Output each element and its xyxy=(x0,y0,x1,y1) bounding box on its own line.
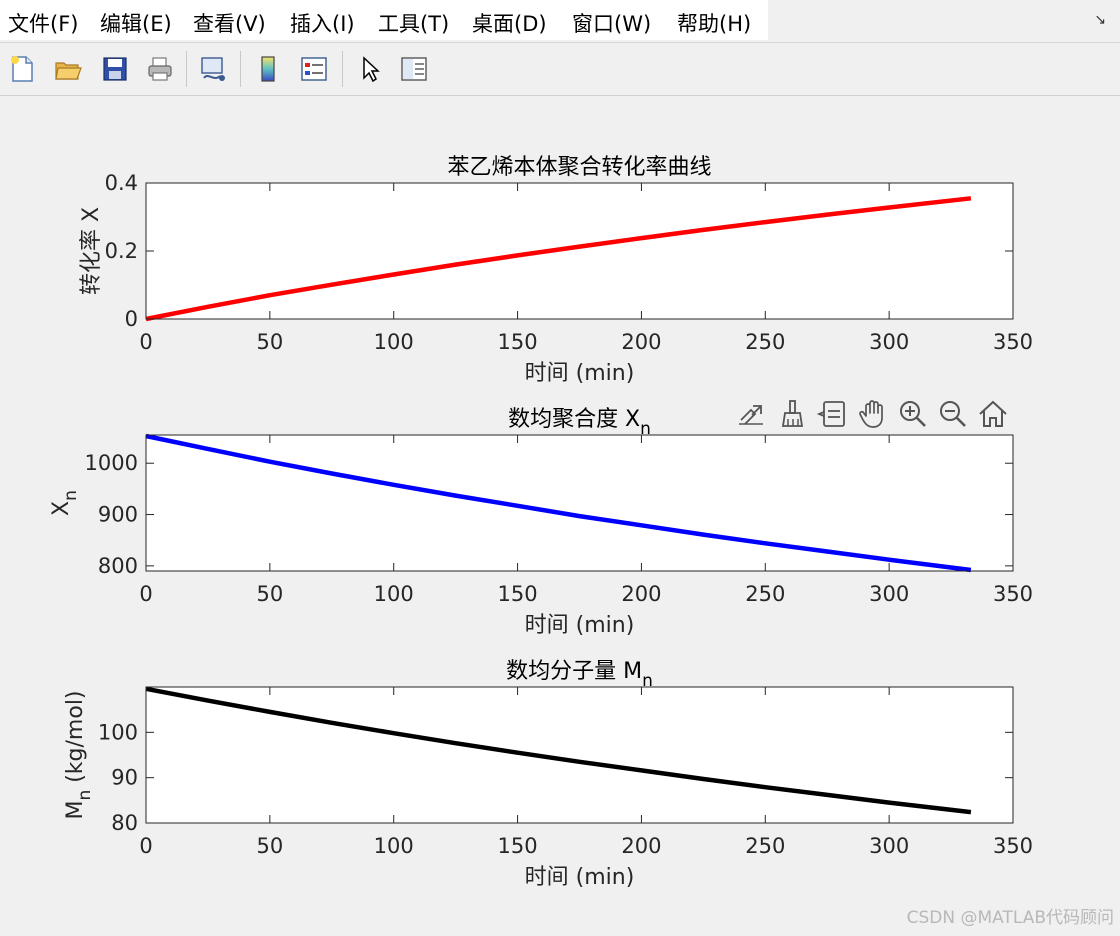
x-tick-label: 50 xyxy=(256,582,283,606)
x-tick-label: 150 xyxy=(498,834,538,858)
y-tick-label: 0.2 xyxy=(105,239,138,263)
x-tick-label: 50 xyxy=(256,330,283,354)
x-tick-label: 0 xyxy=(139,330,152,354)
x-tick-label: 0 xyxy=(139,582,152,606)
zoom-in-icon[interactable] xyxy=(895,396,931,432)
plot-area xyxy=(146,435,1013,571)
x-tick-label: 300 xyxy=(869,330,909,354)
figure-toolbar xyxy=(0,42,1120,96)
x-axis-label: 时间 (min) xyxy=(525,361,635,386)
series-line xyxy=(145,196,972,322)
y-tick-label: 800 xyxy=(98,554,138,578)
datatips-icon[interactable] xyxy=(815,396,851,432)
data-brush-icon[interactable] xyxy=(774,396,810,432)
y-tick-label: 100 xyxy=(98,720,138,744)
subplot-3: 0 50 100 150 200 250 300 350 80 90 100 时间 (min) 数均分子… xyxy=(63,659,1033,890)
x-axis-label: 时间 (min) xyxy=(525,613,635,638)
toolbar-separator xyxy=(240,51,241,87)
x-tick-label: 200 xyxy=(621,330,661,354)
menu-desktop[interactable]: 桌面(D) xyxy=(472,12,547,36)
x-tick-label: 150 xyxy=(498,330,538,354)
x-tick-label: 250 xyxy=(745,582,785,606)
series-line xyxy=(145,686,972,815)
menu-bar: 文件(F) 编辑(E) 查看(V) 插入(I) 工具(T) 桌面(D) 窗口(W… xyxy=(0,0,1120,42)
menu-insert[interactable]: 插入(I) xyxy=(290,12,355,36)
x-tick-label: 300 xyxy=(869,834,909,858)
chart-title: 苯乙烯本体聚合转化率曲线 xyxy=(447,155,711,180)
y-axis-label: 转化率 X xyxy=(79,207,104,295)
open-folder-icon[interactable] xyxy=(50,51,86,87)
toolbar-separator xyxy=(186,51,187,87)
brush-export-icon[interactable] xyxy=(733,396,769,432)
x-tick-label: 350 xyxy=(993,582,1033,606)
dock-arrow-icon[interactable]: ↘ xyxy=(1094,12,1106,28)
x-tick-label: 250 xyxy=(745,834,785,858)
link-plot-icon[interactable] xyxy=(195,51,231,87)
x-tick-label: 150 xyxy=(498,582,538,606)
property-editor-icon[interactable] xyxy=(396,51,432,87)
x-tick-label: 250 xyxy=(745,330,785,354)
y-tick-label: 1000 xyxy=(85,451,138,475)
menu-edit[interactable]: 编辑(E) xyxy=(100,12,172,36)
menu-file[interactable]: 文件(F) xyxy=(8,12,79,36)
toolbar-separator xyxy=(342,51,343,87)
y-axis-label: Mn (kg/mol) xyxy=(63,690,95,819)
x-tick-label: 100 xyxy=(374,834,414,858)
x-tick-label: 300 xyxy=(869,582,909,606)
chart-title: 数均聚合度 Xn xyxy=(508,407,651,439)
menu-bar-background xyxy=(0,0,768,40)
menu-tools[interactable]: 工具(T) xyxy=(378,12,450,36)
x-tick-label: 350 xyxy=(993,834,1033,858)
y-tick-label: 90 xyxy=(111,766,138,790)
x-tick-label: 50 xyxy=(256,834,283,858)
new-file-icon[interactable] xyxy=(4,51,40,87)
menu-view[interactable]: 查看(V) xyxy=(193,12,266,36)
x-axis-label: 时间 (min) xyxy=(525,865,635,890)
legend-icon[interactable] xyxy=(296,51,332,87)
axes-box xyxy=(145,434,1014,572)
x-tick-label: 100 xyxy=(374,582,414,606)
axes-box xyxy=(145,686,1014,824)
y-tick-label: 80 xyxy=(111,811,138,835)
home-icon[interactable] xyxy=(975,396,1011,432)
y-tick-label: 900 xyxy=(98,503,138,527)
x-tick-label: 200 xyxy=(621,582,661,606)
chart-title: 数均分子量 Mn xyxy=(506,659,653,691)
menu-help[interactable]: 帮助(H) xyxy=(677,12,752,36)
pan-hand-icon[interactable] xyxy=(855,396,891,432)
save-icon[interactable] xyxy=(97,51,133,87)
y-axis-label: Xn xyxy=(49,490,81,516)
x-tick-label: 350 xyxy=(993,330,1033,354)
zoom-out-icon[interactable] xyxy=(935,396,971,432)
y-tick-label: 0 xyxy=(125,307,138,331)
menu-window[interactable]: 窗口(W) xyxy=(572,12,652,36)
colorbar-icon[interactable] xyxy=(250,51,286,87)
subplot-2: 0 50 100 150 200 250 300 350 800 900 1000 时间 (min) 数… xyxy=(49,407,1033,638)
plot-area xyxy=(146,183,1013,319)
x-tick-label: 0 xyxy=(139,834,152,858)
x-tick-label: 100 xyxy=(374,330,414,354)
print-icon[interactable] xyxy=(142,51,178,87)
series-line xyxy=(145,433,972,573)
watermark: CSDN @MATLAB代码顾问 xyxy=(906,908,1114,928)
y-tick-label: 0.4 xyxy=(105,171,138,195)
subplot-1: 0 50 100 150 200 250 300 350 0 0.2 0.4 时间 (min) 苯乙烯本… xyxy=(79,155,1033,386)
x-tick-label: 200 xyxy=(621,834,661,858)
pointer-icon[interactable] xyxy=(352,51,388,87)
